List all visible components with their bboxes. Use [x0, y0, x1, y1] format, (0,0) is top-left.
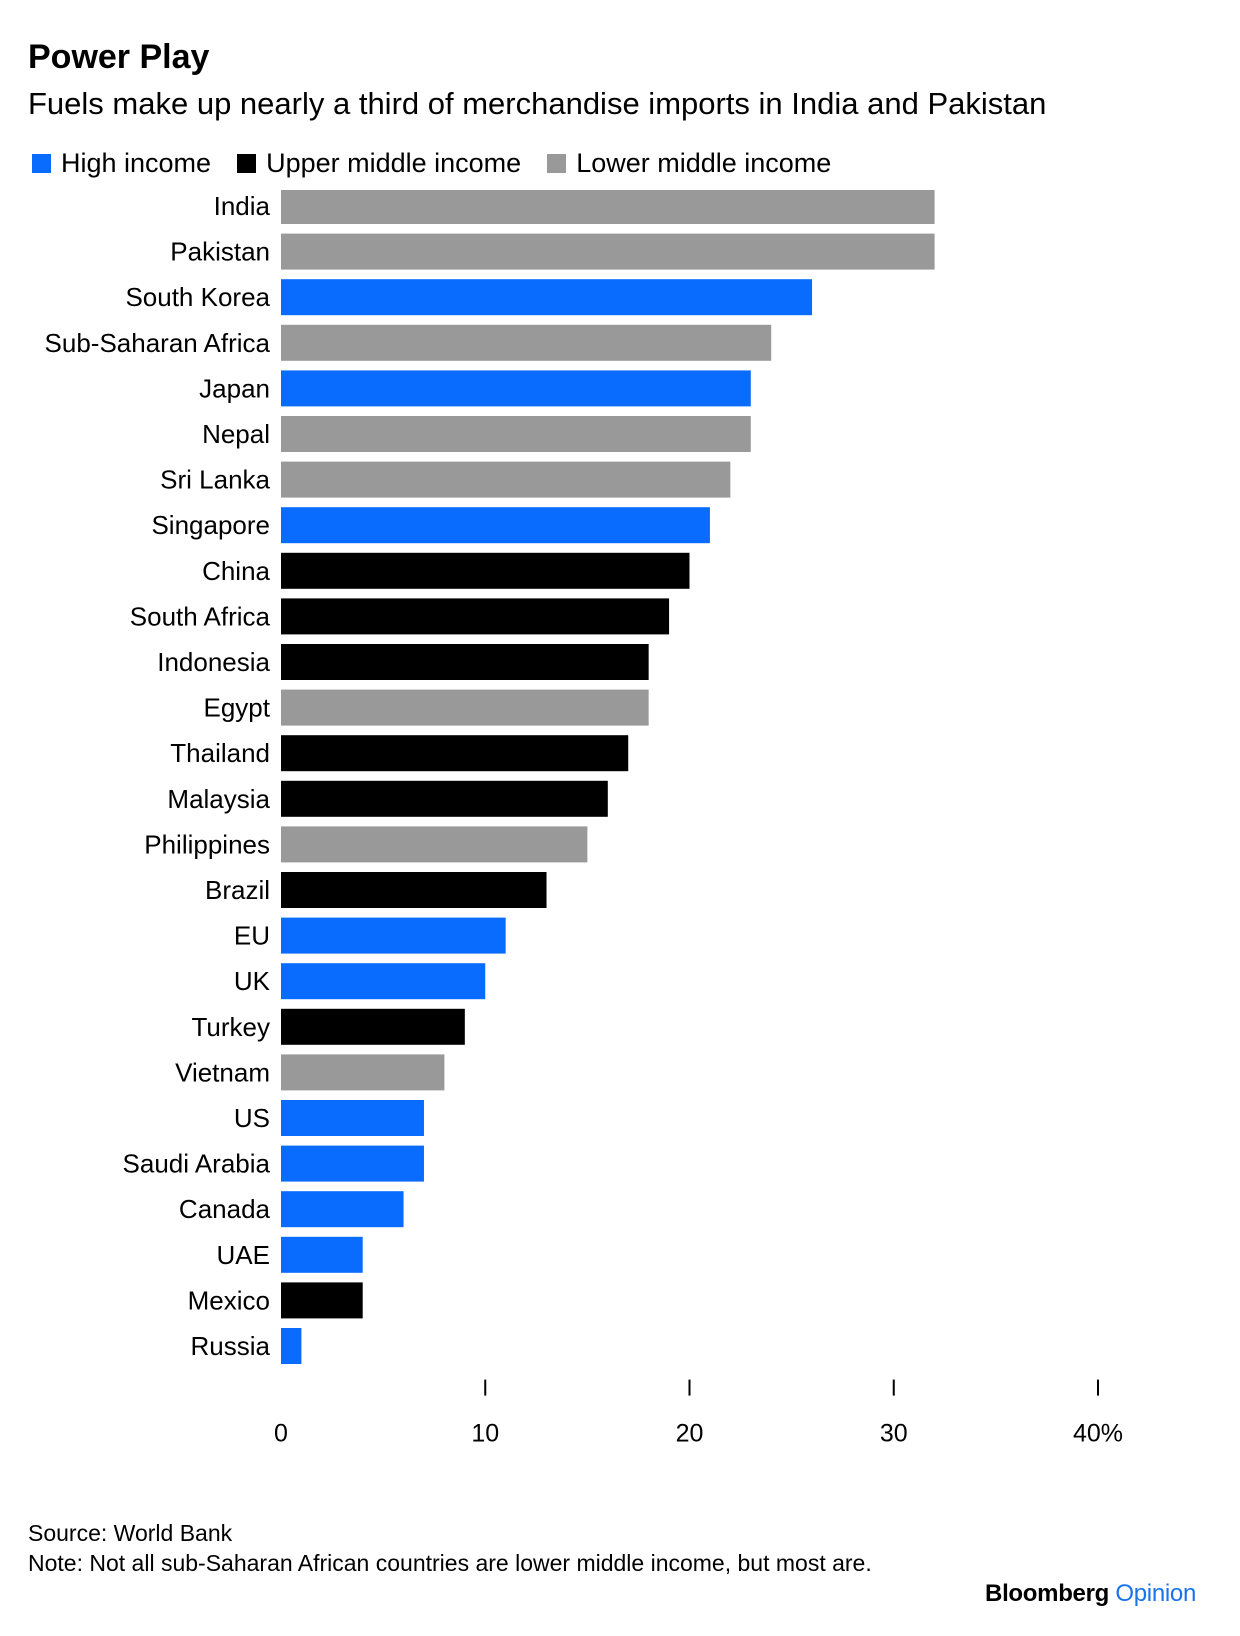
footnote: Note: Not all sub-Saharan African countr…	[28, 1550, 872, 1576]
legend-label-upper-middle-income: Upper middle income	[266, 148, 522, 178]
legend: High income Upper middle income Lower mi…	[32, 148, 857, 179]
chart-title: Power Play	[28, 38, 210, 76]
x-tick-label-0: 0	[274, 1420, 288, 1448]
legend-item-lower-middle-income: Lower middle income	[547, 148, 831, 179]
bar-sub-saharan-africa	[281, 324, 772, 361]
bar-uk	[281, 963, 486, 1000]
category-label-brazil: Brazil	[205, 875, 270, 905]
bar-south-korea	[281, 279, 813, 316]
category-label-india: India	[214, 191, 271, 221]
category-label-russia: Russia	[191, 1331, 271, 1361]
category-label-south-africa: South Africa	[130, 601, 271, 631]
bar-russia	[281, 1328, 302, 1364]
bar-vietnam	[281, 1054, 445, 1091]
brand-suffix: Opinion	[1115, 1580, 1196, 1607]
category-label-saudi-arabia: Saudi Arabia	[123, 1149, 271, 1179]
category-label-philippines: Philippines	[144, 829, 270, 859]
bar-south-africa	[281, 598, 670, 635]
category-label-us: US	[234, 1103, 270, 1133]
x-tick-label-30: 30	[880, 1420, 908, 1448]
bar-egypt	[281, 689, 649, 726]
category-label-pakistan: Pakistan	[170, 237, 270, 267]
category-label-uae: UAE	[217, 1240, 270, 1270]
category-label-china: China	[202, 556, 270, 586]
legend-label-lower-middle-income: Lower middle income	[576, 148, 832, 178]
bar-japan	[281, 370, 751, 407]
bar-eu	[281, 917, 506, 954]
category-label-japan: Japan	[199, 373, 270, 403]
brand-name: Bloomberg	[985, 1580, 1109, 1607]
legend-swatch-high-income	[32, 154, 51, 173]
bar-sri-lanka	[281, 461, 731, 498]
legend-label-high-income: High income	[61, 148, 212, 178]
category-label-vietnam: Vietnam	[175, 1057, 270, 1087]
brand-logo: Bloomberg Opinion	[985, 1580, 1196, 1608]
category-label-sri-lanka: Sri Lanka	[160, 465, 270, 495]
category-label-mexico: Mexico	[188, 1285, 270, 1315]
source-note: Source: World Bank	[28, 1520, 233, 1546]
category-label-canada: Canada	[179, 1194, 271, 1224]
legend-swatch-lower-middle-income	[547, 154, 567, 173]
legend-item-high-income: High income	[32, 148, 211, 179]
bar-turkey	[281, 1008, 465, 1045]
x-tick-label-20: 20	[676, 1420, 704, 1448]
category-label-eu: EU	[234, 921, 270, 951]
bar-nepal	[281, 416, 751, 452]
category-label-uk: UK	[234, 966, 271, 996]
bar-thailand	[281, 735, 629, 772]
bar-singapore	[281, 507, 710, 544]
category-label-singapore: Singapore	[151, 510, 270, 540]
legend-swatch-upper-middle-income	[237, 154, 257, 173]
category-label-sub-saharan-africa: Sub-Saharan Africa	[45, 328, 271, 358]
x-tick-label-40: 40%	[1073, 1420, 1123, 1448]
bar-saudi-arabia	[281, 1145, 424, 1182]
category-label-indonesia: Indonesia	[157, 647, 270, 677]
bar-china	[281, 552, 690, 589]
bar-pakistan	[281, 233, 935, 270]
bar-indonesia	[281, 644, 649, 680]
bar-philippines	[281, 826, 588, 863]
bar-us	[281, 1100, 424, 1136]
category-label-malaysia: Malaysia	[167, 784, 270, 814]
bar-mexico	[281, 1282, 363, 1319]
bar-india	[281, 190, 935, 224]
bar-chart: India Pakistan South Korea Sub-Saharan Afri…	[45, 190, 1123, 1448]
category-label-thailand: Thailand	[170, 738, 270, 768]
bar-malaysia	[281, 780, 608, 817]
bar-brazil	[281, 872, 547, 908]
chart-subtitle: Fuels make up nearly a third of merchand…	[28, 86, 1047, 121]
legend-item-upper-middle-income: Upper middle income	[237, 148, 521, 179]
bar-uae	[281, 1236, 363, 1273]
footer: Source: World Bank Note: Not all sub-Sah…	[28, 1518, 928, 1578]
category-label-turkey: Turkey	[192, 1012, 271, 1042]
category-label-south-korea: South Korea	[125, 282, 270, 312]
x-tick-label-10: 10	[471, 1420, 499, 1448]
category-label-nepal: Nepal	[202, 419, 270, 449]
category-label-egypt: Egypt	[204, 693, 271, 723]
bar-canada	[281, 1191, 404, 1228]
